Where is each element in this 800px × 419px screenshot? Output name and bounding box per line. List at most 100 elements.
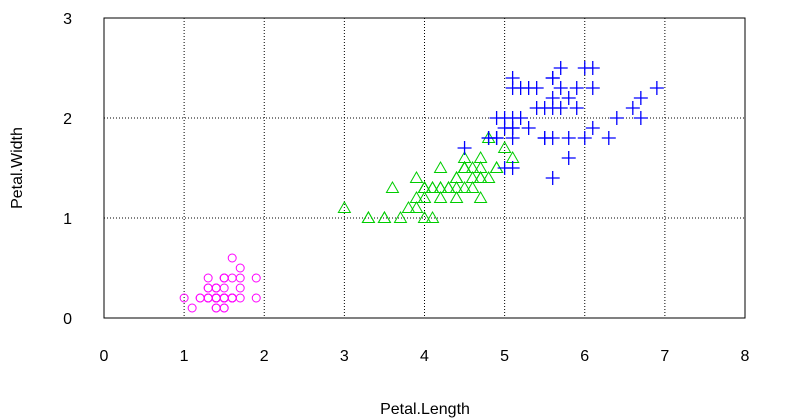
x-tick-label: 2 [260,348,269,365]
x-tick-label: 6 [580,348,589,365]
point [361,210,376,223]
point [505,161,520,175]
point [409,170,424,183]
point [601,131,616,145]
point [385,180,400,193]
point [457,160,472,173]
point [417,190,432,203]
point [211,293,221,303]
point [497,140,512,153]
y-tick-label: 1 [63,211,72,228]
point [409,200,424,213]
point [513,111,528,125]
point [227,273,237,283]
point [457,150,472,163]
point [505,150,520,163]
point [409,190,424,203]
point [473,170,488,183]
point [553,61,568,75]
point [433,190,448,203]
point [553,81,568,95]
point [449,180,464,193]
point [577,131,592,145]
point [219,283,229,293]
point [235,283,245,293]
point [227,253,237,263]
point [457,160,472,173]
point [227,293,237,303]
x-tick-label: 5 [500,348,509,365]
point [433,160,448,173]
point [187,303,197,313]
point [235,263,245,273]
point [425,180,440,193]
point [609,111,624,125]
point [211,303,221,313]
point [457,141,472,155]
point [203,273,213,283]
point [457,160,472,173]
point [457,160,472,173]
point [465,170,480,183]
point [633,91,648,105]
point [529,101,544,115]
point [219,303,229,313]
point [219,293,229,303]
point [585,121,600,135]
point [203,293,213,303]
point [537,131,552,145]
point [545,71,560,85]
point [219,273,229,283]
point [433,180,448,193]
x-tick-label: 7 [660,348,669,365]
x-tick-label: 0 [100,348,109,365]
point [473,170,488,183]
point [361,210,376,223]
point [457,160,472,173]
point [195,293,205,303]
point [585,81,600,95]
y-tick-label: 2 [63,111,72,128]
point [377,210,392,223]
point [473,190,488,203]
point [425,210,440,223]
point [569,101,584,115]
point [425,180,440,193]
point [449,190,464,203]
point [235,293,245,303]
plot-frame [103,17,746,319]
point [449,170,464,183]
point [465,160,480,173]
point [633,111,648,125]
point [449,170,464,183]
point [489,111,504,125]
point [441,180,456,193]
point [545,91,560,105]
point [433,180,448,193]
point [179,293,189,303]
point [211,283,221,293]
point [481,131,496,145]
y-tick-label: 0 [63,311,72,328]
point [251,293,261,303]
point [235,273,245,283]
point [473,160,488,173]
point [377,210,392,223]
point [561,91,576,105]
x-tick-label: 8 [741,348,750,365]
point [417,210,432,223]
point [561,151,576,165]
point [401,200,416,213]
point [585,61,600,75]
point [465,180,480,193]
point [625,101,640,115]
point [489,160,504,173]
point [481,170,496,183]
point [393,210,408,223]
x-tick-label: 3 [340,348,349,365]
point [441,180,456,193]
point [337,200,352,213]
point [505,131,520,145]
point [489,160,504,173]
